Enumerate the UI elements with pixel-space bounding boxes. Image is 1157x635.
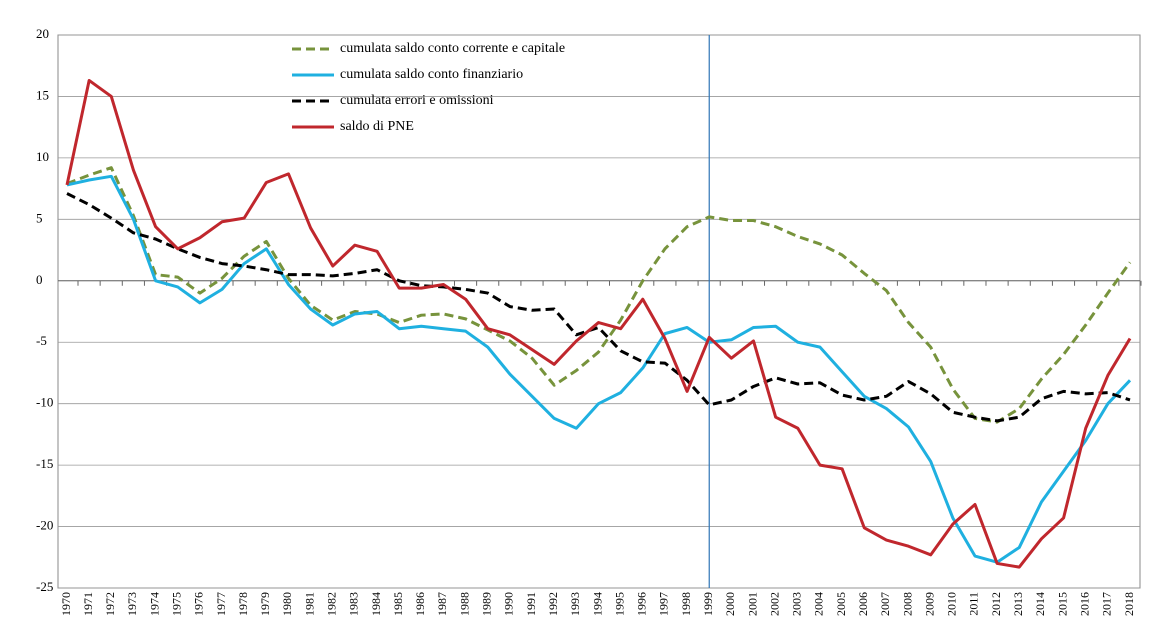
x-tick-label: 1986 <box>413 592 427 616</box>
x-tick-label: 2005 <box>834 592 848 616</box>
x-tick-label: 1980 <box>280 592 294 616</box>
x-tick-label: 1977 <box>214 592 228 616</box>
x-tick-label: 2014 <box>1033 592 1047 616</box>
y-tick-label: -25 <box>36 579 53 594</box>
plot-frame <box>57 34 1141 589</box>
x-tick-label: 2010 <box>945 592 959 616</box>
y-tick-label: -15 <box>36 456 53 471</box>
legend-label: cumulata errori e omissioni <box>340 93 494 108</box>
x-tick-label: 2008 <box>900 592 914 616</box>
x-tick-label: 1975 <box>169 592 183 616</box>
x-tick-label: 1996 <box>635 592 649 616</box>
series-line <box>66 174 1132 564</box>
y-tick-label: -10 <box>36 395 53 410</box>
series-line <box>65 78 1132 569</box>
y-tick-label: -20 <box>36 518 53 533</box>
x-tick-label: 1995 <box>612 592 626 616</box>
x-tick-label: 1978 <box>236 592 250 616</box>
x-tick-label: 2011 <box>967 592 981 616</box>
x-tick-label: 1970 <box>59 592 73 616</box>
x-tick-label: 1974 <box>147 592 161 616</box>
x-tick-label: 2012 <box>989 592 1003 616</box>
y-tick-label: -5 <box>36 333 47 348</box>
x-tick-label: 2013 <box>1011 592 1025 616</box>
x-tick-label: 1999 <box>701 592 715 616</box>
x-tick-label: 2017 <box>1100 592 1114 616</box>
x-tick-label: 1989 <box>480 592 494 616</box>
series-line <box>66 166 1132 424</box>
x-tick-label: 2016 <box>1077 592 1091 616</box>
x-tick-label: 1988 <box>457 592 471 616</box>
x-tick-label: 2004 <box>812 592 826 616</box>
series-line <box>66 192 1131 423</box>
x-tick-label: 1991 <box>524 592 538 616</box>
legend-label: cumulata saldo conto finanziario <box>340 67 523 82</box>
x-tick-label: 1976 <box>192 592 206 616</box>
x-tick-label: 1971 <box>81 592 95 616</box>
x-tick-label: 2002 <box>767 592 781 616</box>
x-tick-label: 1994 <box>590 592 604 616</box>
x-tick-label: 2001 <box>745 592 759 616</box>
x-tick-label: 2009 <box>922 592 936 616</box>
x-tick-label: 1997 <box>657 592 671 616</box>
x-tick-label: 2007 <box>878 592 892 616</box>
x-tick-label: 1972 <box>103 592 117 616</box>
x-tick-label: 1973 <box>125 592 139 616</box>
legend-label: cumulata saldo conto corrente e capitale <box>340 41 565 56</box>
y-tick-label: 10 <box>36 149 49 164</box>
x-tick-label: 1985 <box>391 592 405 616</box>
x-tick-label: 2015 <box>1055 592 1069 616</box>
x-tick-label: 2003 <box>790 592 804 616</box>
legend-label: saldo di PNE <box>340 119 414 134</box>
x-tick-label: 1998 <box>679 592 693 616</box>
y-tick-label: 15 <box>36 87 49 102</box>
y-tick-label: 0 <box>36 272 43 287</box>
x-tick-label: 2000 <box>723 592 737 616</box>
x-tick-label: 1990 <box>502 592 516 616</box>
x-tick-label: 1987 <box>435 592 449 616</box>
y-tick-label: 20 <box>36 26 49 41</box>
x-tick-label: 1984 <box>369 592 383 616</box>
x-tick-label: 1979 <box>258 592 272 616</box>
y-tick-label: 5 <box>36 210 43 225</box>
x-tick-label: 1992 <box>546 592 560 616</box>
x-tick-label: 2018 <box>1122 592 1136 616</box>
x-tick-label: 2006 <box>856 592 870 616</box>
x-tick-label: 1983 <box>347 592 361 616</box>
x-tick-label: 1981 <box>302 592 316 616</box>
x-tick-label: 1993 <box>568 592 582 616</box>
x-tick-label: 1982 <box>325 592 339 616</box>
